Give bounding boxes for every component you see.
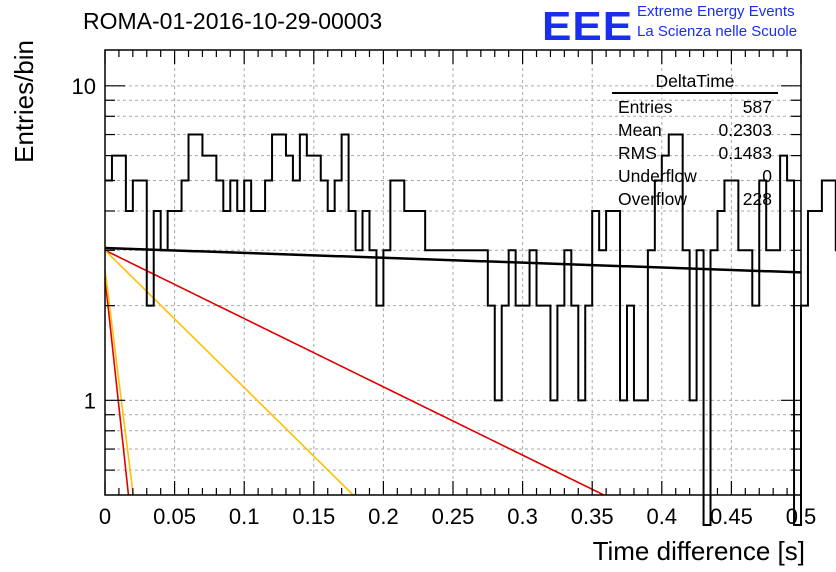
x-tick-label: 0.45 — [710, 504, 753, 529]
stats-label: Overflow — [618, 189, 688, 209]
y-tick-labels: 1 10 — [72, 74, 96, 413]
fit-curve — [104, 246, 802, 274]
x-tick-label: 0.2 — [368, 504, 399, 529]
y-tick-label: 10 — [72, 74, 96, 99]
x-tick-label: 0 — [99, 504, 111, 529]
stats-label: RMS — [618, 143, 657, 163]
stats-row-underflow: Underflow 0 — [612, 165, 778, 188]
x-axis-label: Time difference [s] — [593, 536, 805, 566]
stats-row-rms: RMS 0.1483 — [612, 142, 778, 165]
logo-line-1: Extreme Energy Events — [637, 3, 795, 20]
eee-logo: EEE — [542, 4, 634, 50]
stats-title: DeltaTime — [655, 71, 735, 91]
x-tick-label: 0.25 — [432, 504, 475, 529]
x-tick-labels: 0 0.05 0.1 0.15 0.2 0.25 0.3 0.35 0.4 0.45 0.5 — [99, 504, 816, 529]
stats-value: 0.2303 — [718, 120, 772, 140]
stats-box: DeltaTime Entries 587 Mean 0.2303 RMS 0.… — [612, 70, 778, 211]
stats-label: Underflow — [618, 166, 697, 186]
stats-divider — [612, 92, 778, 94]
stats-value: 0 — [762, 166, 772, 186]
axis-ticks — [104, 50, 802, 495]
fit-curve — [104, 277, 130, 496]
x-tick-label: 0.3 — [507, 504, 538, 529]
stats-row-overflow: Overflow 228 — [612, 188, 778, 211]
x-tick-label: 0.5 — [786, 504, 817, 529]
stats-label: Mean — [618, 120, 662, 140]
y-axis-label: Entries/bin — [9, 40, 39, 163]
chart-title: ROMA-01-2016-10-29-00003 — [83, 8, 383, 34]
y-tick-label: 1 — [84, 388, 96, 413]
stats-value: 587 — [742, 97, 772, 117]
x-tick-label: 0.35 — [571, 504, 614, 529]
stats-row-mean: Mean 0.2303 — [612, 119, 778, 142]
x-tick-label: 0.4 — [647, 504, 678, 529]
fit-curve — [104, 249, 605, 496]
x-tick-label: 0.15 — [292, 504, 335, 529]
stats-row-entries: Entries 587 — [612, 96, 778, 119]
fit-curve — [104, 269, 135, 496]
x-tick-label: 0.05 — [153, 504, 196, 529]
fit-curve — [104, 249, 354, 496]
logo-line-2: La Scienza nelle Scuole — [637, 23, 798, 40]
x-tick-label: 0.1 — [229, 504, 260, 529]
histogram-line — [105, 133, 836, 526]
stats-label: Entries — [618, 97, 673, 117]
stats-value: 228 — [742, 189, 772, 209]
stats-value: 0.1483 — [718, 143, 772, 163]
